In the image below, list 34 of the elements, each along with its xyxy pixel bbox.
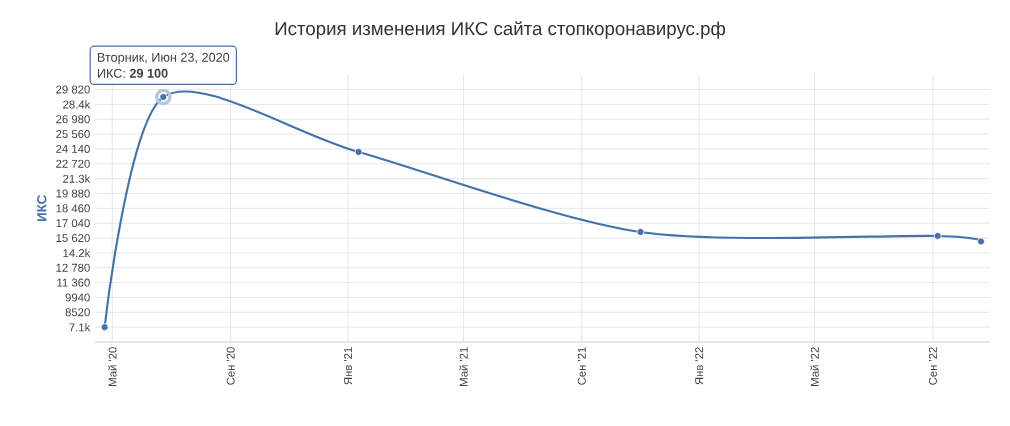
y-tick-label: 22 720 (56, 159, 90, 168)
y-tick-label: 24 140 (56, 144, 90, 153)
x-tick-label: Май '20 (108, 347, 117, 386)
y-axis-title: ИКС (37, 195, 47, 222)
y-tick-label: 14.2k (63, 248, 91, 257)
x-tick-label: Сен '21 (577, 347, 586, 385)
x-tick-label: Сен '22 (928, 347, 937, 385)
y-tick-label: 12 780 (56, 263, 90, 272)
y-tick-label: 25 560 (56, 130, 90, 139)
y-tick-label: 18 460 (56, 204, 90, 213)
x-tick-label: Май '21 (459, 347, 468, 386)
x-tick-label: Янв '22 (695, 347, 704, 385)
x-tick-label: Янв '21 (344, 347, 352, 385)
y-tick-label: 17 040 (56, 219, 90, 228)
x-tick-label: Май '22 (810, 347, 819, 386)
y-tick-label: 19 880 (56, 189, 90, 198)
y-tick-label: 7.1k (69, 323, 91, 332)
y-tick-label: 8520 (65, 308, 90, 317)
y-tick-label: 29 820 (56, 85, 90, 94)
point (354, 148, 363, 156)
y-tick-label: 9940 (65, 293, 90, 302)
chart-title: История изменения ИКС сайта стопкоронавирус.рф (275, 21, 726, 39)
annotation: Вторник, Июн 23, 2020 (97, 52, 230, 65)
annotation: ИКС: 29 100 (97, 68, 168, 78)
y-tick-label: 28.4k (63, 100, 91, 109)
point (977, 237, 985, 246)
point (100, 323, 109, 332)
y-tick-label: 26 980 (56, 115, 90, 124)
y-tick-label: 11 360 (57, 278, 90, 287)
point (933, 232, 942, 240)
y-tick-label: 15 620 (56, 234, 90, 243)
y-tick-label: 21.3k (63, 174, 91, 183)
point (636, 228, 645, 236)
x-tick-label: Сен '20 (226, 347, 235, 385)
